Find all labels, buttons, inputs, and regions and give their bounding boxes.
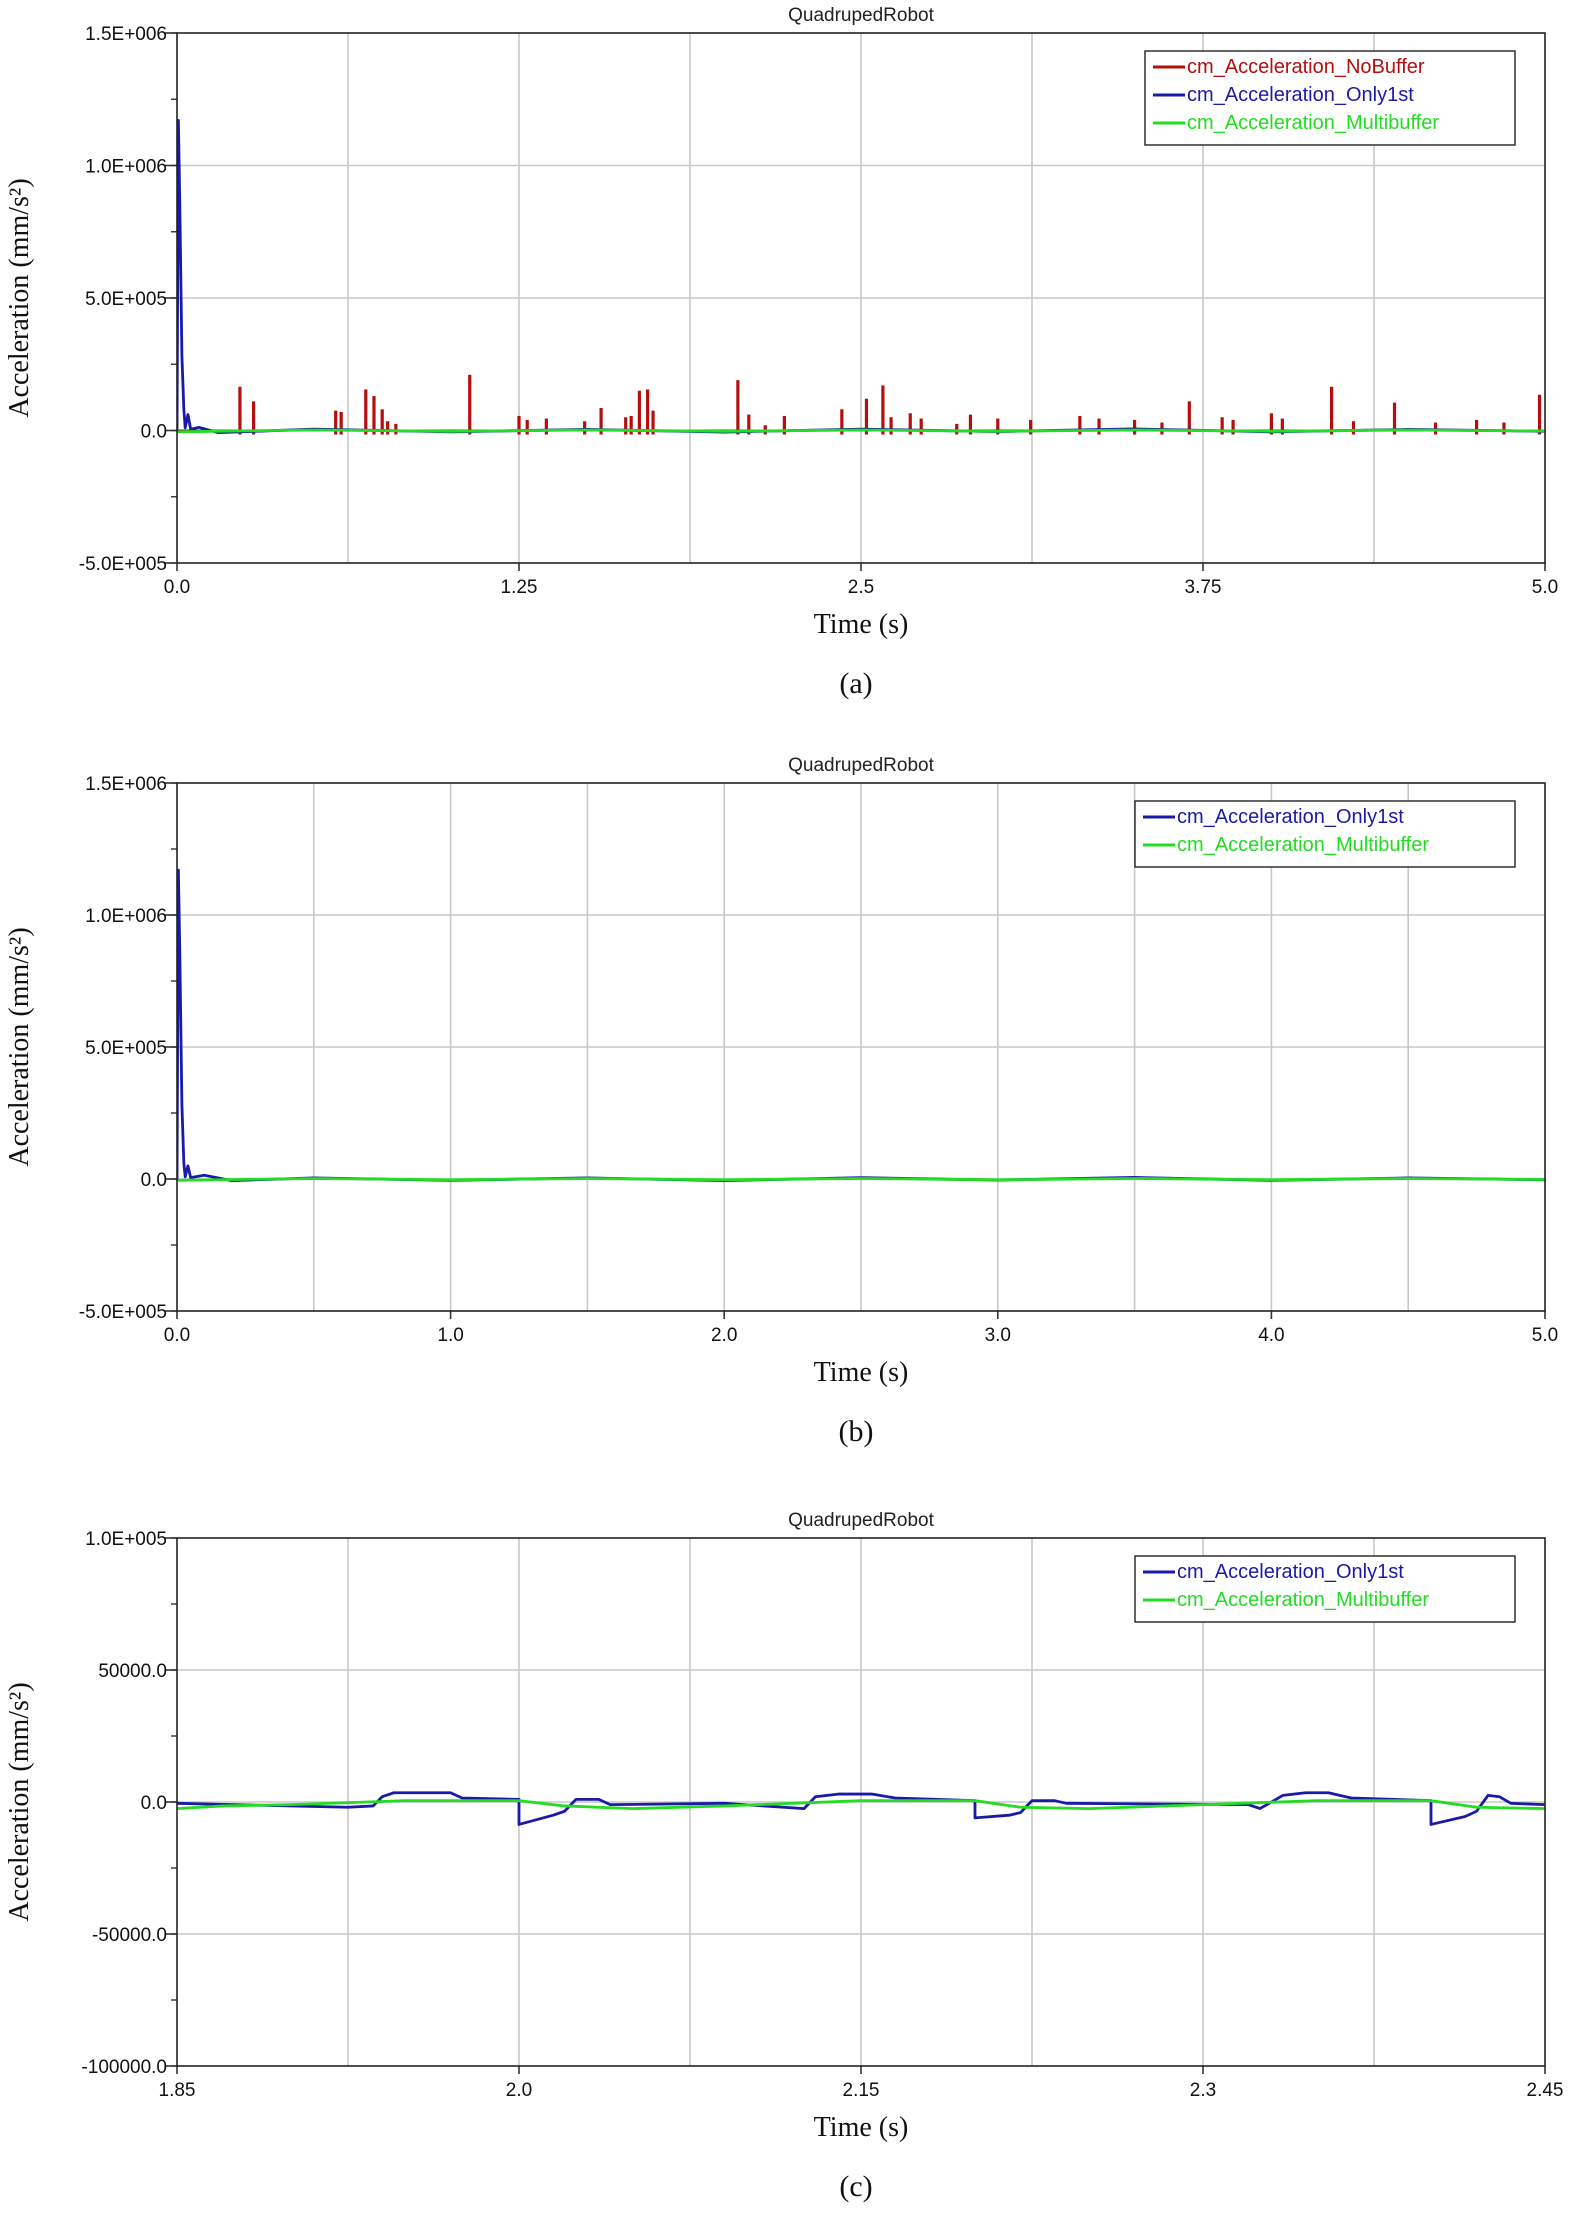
y-tick-label: -100000.0 <box>81 2057 167 2078</box>
y-tick-label: 50000.0 <box>98 1661 167 1682</box>
y-tick-label: 1.0E+006 <box>85 157 167 178</box>
x-tick-label: 3.75 <box>1185 577 1222 598</box>
y-tick-label: 5.0E+005 <box>85 289 167 310</box>
legend-entry: cm_Acceleration_Multibuffer <box>1187 112 1439 134</box>
y-axis-label: Acceleration (mm/s²) <box>4 1682 35 1921</box>
x-tick-label: 2.3 <box>1190 2080 1216 2101</box>
plot-area <box>177 119 1545 435</box>
x-tick-label: 2.5 <box>848 577 874 598</box>
chart-title: QuadrupedRobot <box>788 1510 934 1531</box>
y-axis-label: Acceleration (mm/s²) <box>4 178 35 417</box>
y-tick-label: 0.0 <box>141 422 167 443</box>
series-cm-acceleration-multibuffer <box>177 1177 1545 1182</box>
y-tick-label: 1.0E+006 <box>85 906 167 927</box>
chart-title: QuadrupedRobot <box>788 755 934 776</box>
y-tick-label: 0.0 <box>141 1170 167 1191</box>
y-tick-label: 1.0E+005 <box>85 1529 167 1550</box>
x-axis-label: Time (s) <box>814 609 909 640</box>
x-tick-label: 1.85 <box>159 2080 196 2101</box>
x-tick-label: 2.45 <box>1527 2080 1564 2101</box>
y-axis-label: Acceleration (mm/s²) <box>4 927 35 1166</box>
y-tick-label: 1.5E+006 <box>85 24 167 45</box>
x-tick-label: 4.0 <box>1258 1325 1284 1346</box>
legend-entry: cm_Acceleration_Multibuffer <box>1177 1589 1429 1611</box>
legend-entry: cm_Acceleration_Only1st <box>1177 806 1404 828</box>
series-cm-acceleration-multibuffer <box>177 428 1545 434</box>
series-cm-acceleration-multibuffer <box>177 1799 1545 1810</box>
x-tick-label: 5.0 <box>1532 1325 1558 1346</box>
y-tick-label: 0.0 <box>141 1793 167 1814</box>
chart-panel-a: QuadrupedRobot-5.0E+0050.05.0E+0051.0E+0… <box>4 5 1558 700</box>
x-tick-label: 0.0 <box>164 577 190 598</box>
legend-box <box>1134 800 1516 868</box>
panel-label: (b) <box>839 1415 874 1448</box>
chart-panel-b: QuadrupedRobot-5.0E+0050.05.0E+0051.0E+0… <box>4 755 1558 1448</box>
legend-entry: cm_Acceleration_NoBuffer <box>1187 56 1425 78</box>
legend-entry: cm_Acceleration_Only1st <box>1177 1561 1404 1583</box>
x-tick-label: 1.0 <box>437 1325 463 1346</box>
legend-entry: cm_Acceleration_Multibuffer <box>1177 834 1429 856</box>
x-tick-label: 2.0 <box>711 1325 737 1346</box>
plot-frame <box>176 782 1546 1312</box>
y-tick-label: 5.0E+005 <box>85 1038 167 1059</box>
chart-panel-c: QuadrupedRobot -100000.0 -50000.0 0.0 50000.… <box>4 1510 1563 2203</box>
x-axis-label: Time (s) <box>814 2112 909 2143</box>
x-tick-label: 2.0 <box>506 2080 532 2101</box>
y-tick-label: -50000.0 <box>92 1925 167 1946</box>
y-tick-label: -5.0E+005 <box>79 554 167 575</box>
legend-box <box>1134 1555 1516 1623</box>
chart-title: QuadrupedRobot <box>788 5 934 26</box>
legend: cm_Acceleration_Only1st cm_Acceleration_M… <box>1134 800 1516 868</box>
x-tick-label: 1.25 <box>501 577 538 598</box>
legend: cm_Acceleration_NoBuffer cm_Acceleration_… <box>1144 50 1516 146</box>
panel-label: (c) <box>839 2170 872 2203</box>
plot-area <box>177 1791 1545 1826</box>
panel-label: (a) <box>839 667 872 700</box>
x-axis-label: Time (s) <box>814 1357 909 1388</box>
plot-area <box>177 868 1545 1182</box>
legend-box <box>1144 50 1516 146</box>
plot-frame <box>176 1537 1546 2067</box>
legend: cm_Acceleration_Only1st cm_Acceleration_M… <box>1134 1555 1516 1623</box>
legend-entry: cm_Acceleration_Only1st <box>1187 84 1414 106</box>
y-tick-label: -5.0E+005 <box>79 1302 167 1323</box>
x-tick-label: 3.0 <box>985 1325 1011 1346</box>
x-tick-label: 0.0 <box>164 1325 190 1346</box>
y-tick-label: 1.5E+006 <box>85 774 167 795</box>
x-tick-label: 5.0 <box>1532 577 1558 598</box>
plot-frame <box>176 32 1546 564</box>
x-tick-label: 2.15 <box>843 2080 880 2101</box>
